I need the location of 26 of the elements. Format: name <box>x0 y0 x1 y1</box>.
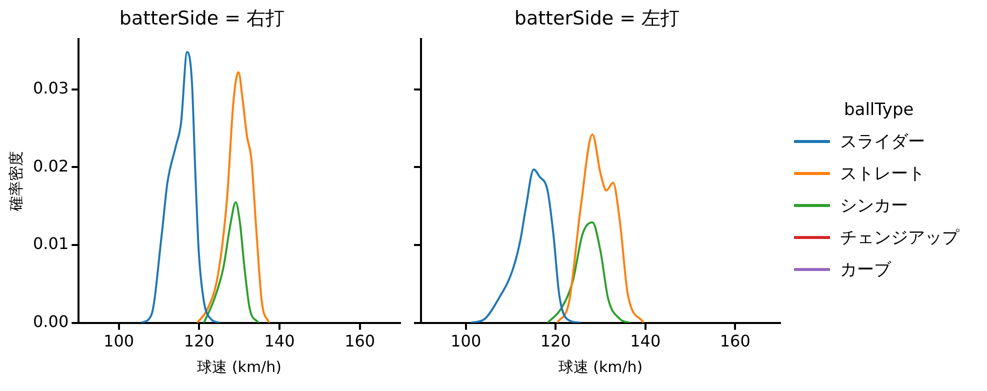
line-series <box>140 51 221 323</box>
x-tick-label: 160 <box>344 332 376 351</box>
line-series <box>196 71 270 323</box>
x-tick-label: 120 <box>540 332 571 351</box>
x-tick-label: 100 <box>104 332 134 351</box>
y-tick-label: 0.01 <box>33 234 69 254</box>
legend-label: スライダー <box>840 131 925 153</box>
x-tick-label: 100 <box>450 332 482 351</box>
x-axis-title: 球速 (km/h) <box>197 358 282 376</box>
line-series <box>202 201 260 323</box>
legend-title: ballType <box>844 100 915 120</box>
x-tick-label: 140 <box>264 332 295 351</box>
x-tick-label: 140 <box>630 332 661 351</box>
legend-label: カーブ <box>840 259 891 281</box>
x-tick-label: 160 <box>720 332 750 351</box>
legend-label: シンカー <box>840 195 908 217</box>
x-tick-label: 120 <box>184 332 214 351</box>
y-tick-label: 0.02 <box>33 156 69 176</box>
chart-title: batterSide = 左打 <box>514 7 680 30</box>
y-axis-title: 確率密度 <box>6 150 25 212</box>
legend-label: チェンジアップ <box>840 227 959 249</box>
y-tick-label: 0.00 <box>33 312 69 331</box>
x-axis-title: 球速 (km/h) <box>558 358 643 376</box>
y-tick-label: 0.03 <box>33 78 69 98</box>
legend-label: ストレート <box>840 163 925 185</box>
chart-title: batterSide = 右打 <box>119 7 285 30</box>
